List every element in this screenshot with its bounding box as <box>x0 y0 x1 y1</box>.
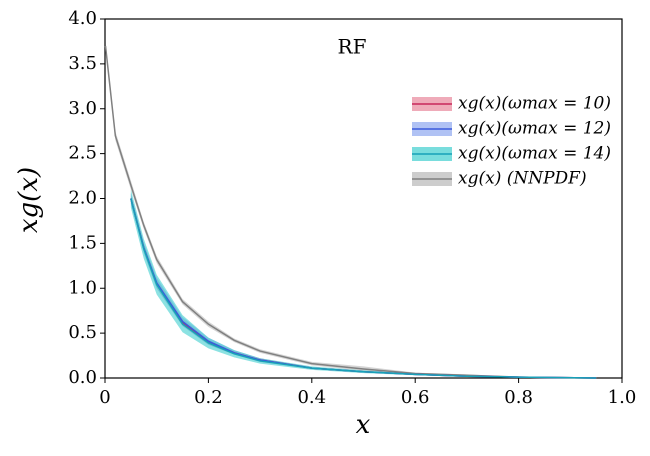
x-tick-label: 0.4 <box>297 387 326 408</box>
x-tick-label: 0.2 <box>194 387 223 408</box>
error-band <box>130 193 597 378</box>
x-tick-label: 1.0 <box>608 387 637 408</box>
error-band <box>130 194 597 378</box>
x-axis-label: x <box>356 410 371 440</box>
y-tick-label: 0.5 <box>68 322 97 343</box>
error-band <box>130 189 597 378</box>
legend-label: xg(x)(ωmax = 14) <box>458 144 611 164</box>
y-tick-label: 2.0 <box>68 188 97 209</box>
y-tick-label: 4.0 <box>68 8 97 29</box>
chart-title: RF <box>338 35 367 59</box>
series-line <box>130 198 597 379</box>
y-axis-label: xg(x) <box>14 167 44 233</box>
series-line <box>130 198 597 379</box>
error-band <box>105 41 597 378</box>
y-tick-label: 1.5 <box>68 232 97 253</box>
series-line <box>130 198 597 379</box>
y-tick-label: 3.0 <box>68 98 97 119</box>
legend-label: xg(x)(ωmax = 12) <box>458 119 611 139</box>
legend-label: xg(x)(ωmax = 10) <box>458 94 611 114</box>
x-tick-label: 0.8 <box>504 387 533 408</box>
y-tick-label: 0.0 <box>68 367 97 388</box>
y-tick-label: 2.5 <box>68 143 97 164</box>
legend-label: xg(x) (NNPDF) <box>458 169 587 189</box>
y-tick-label: 3.5 <box>68 53 97 74</box>
y-tick-label: 1.0 <box>68 277 97 298</box>
x-tick-label: 0.6 <box>401 387 430 408</box>
x-tick-label: 0 <box>99 387 110 408</box>
series-line <box>104 45 597 379</box>
